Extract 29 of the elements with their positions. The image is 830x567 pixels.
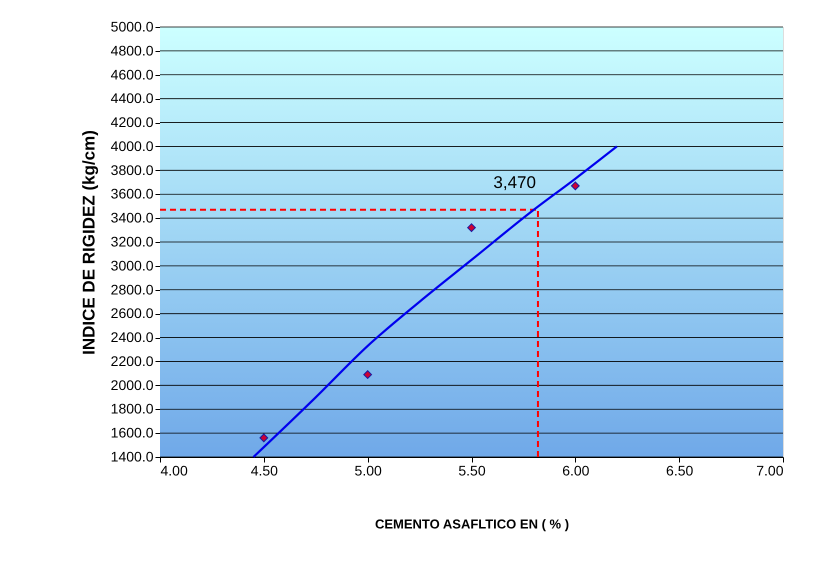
y-tick-label: 3400.0	[110, 210, 154, 226]
y-tick-label: 5000.0	[110, 18, 154, 34]
y-tick-label: 3200.0	[110, 234, 154, 250]
y-tick-label: 3800.0	[110, 162, 154, 178]
y-tick-label: 1400.0	[110, 448, 154, 464]
x-tick-label: 6.00	[562, 462, 590, 478]
y-tick-label: 3600.0	[110, 186, 154, 202]
x-tick-label: 7.00	[756, 462, 784, 478]
y-tick-label: 4800.0	[110, 42, 154, 58]
x-axis-title: CEMENTO ASAFLTICO EN ( % )	[374, 516, 570, 532]
y-tick-label: 2800.0	[110, 281, 154, 298]
x-tick-label: 6.50	[666, 462, 694, 478]
y-tick-label: 3000.0	[110, 257, 154, 274]
y-tick-label: 1600.0	[110, 424, 154, 441]
y-tick-label: 2600.0	[110, 305, 154, 322]
y-tick-label: 4600.0	[110, 66, 154, 82]
annotation: 3,470	[493, 172, 536, 192]
y-tick-label: 2200.0	[110, 352, 154, 369]
y-tick-label: 4200.0	[110, 114, 154, 130]
y-tick-label: 4400.0	[110, 90, 154, 106]
x-tick-label: 5.50	[458, 462, 486, 478]
x-tick-label: 5.00	[354, 462, 382, 478]
y-tick-label: 2000.0	[110, 376, 154, 393]
y-tick-label: 2400.0	[110, 329, 154, 346]
x-tick-label: 4.00	[160, 462, 188, 478]
y-tick-label: 1800.0	[110, 400, 154, 417]
y-tick-label: 4000.0	[110, 138, 154, 154]
y-axis-title: INDICE DE RIGIDEZ (kg/cm)	[80, 130, 99, 355]
x-tick-label: 4.50	[250, 462, 278, 478]
